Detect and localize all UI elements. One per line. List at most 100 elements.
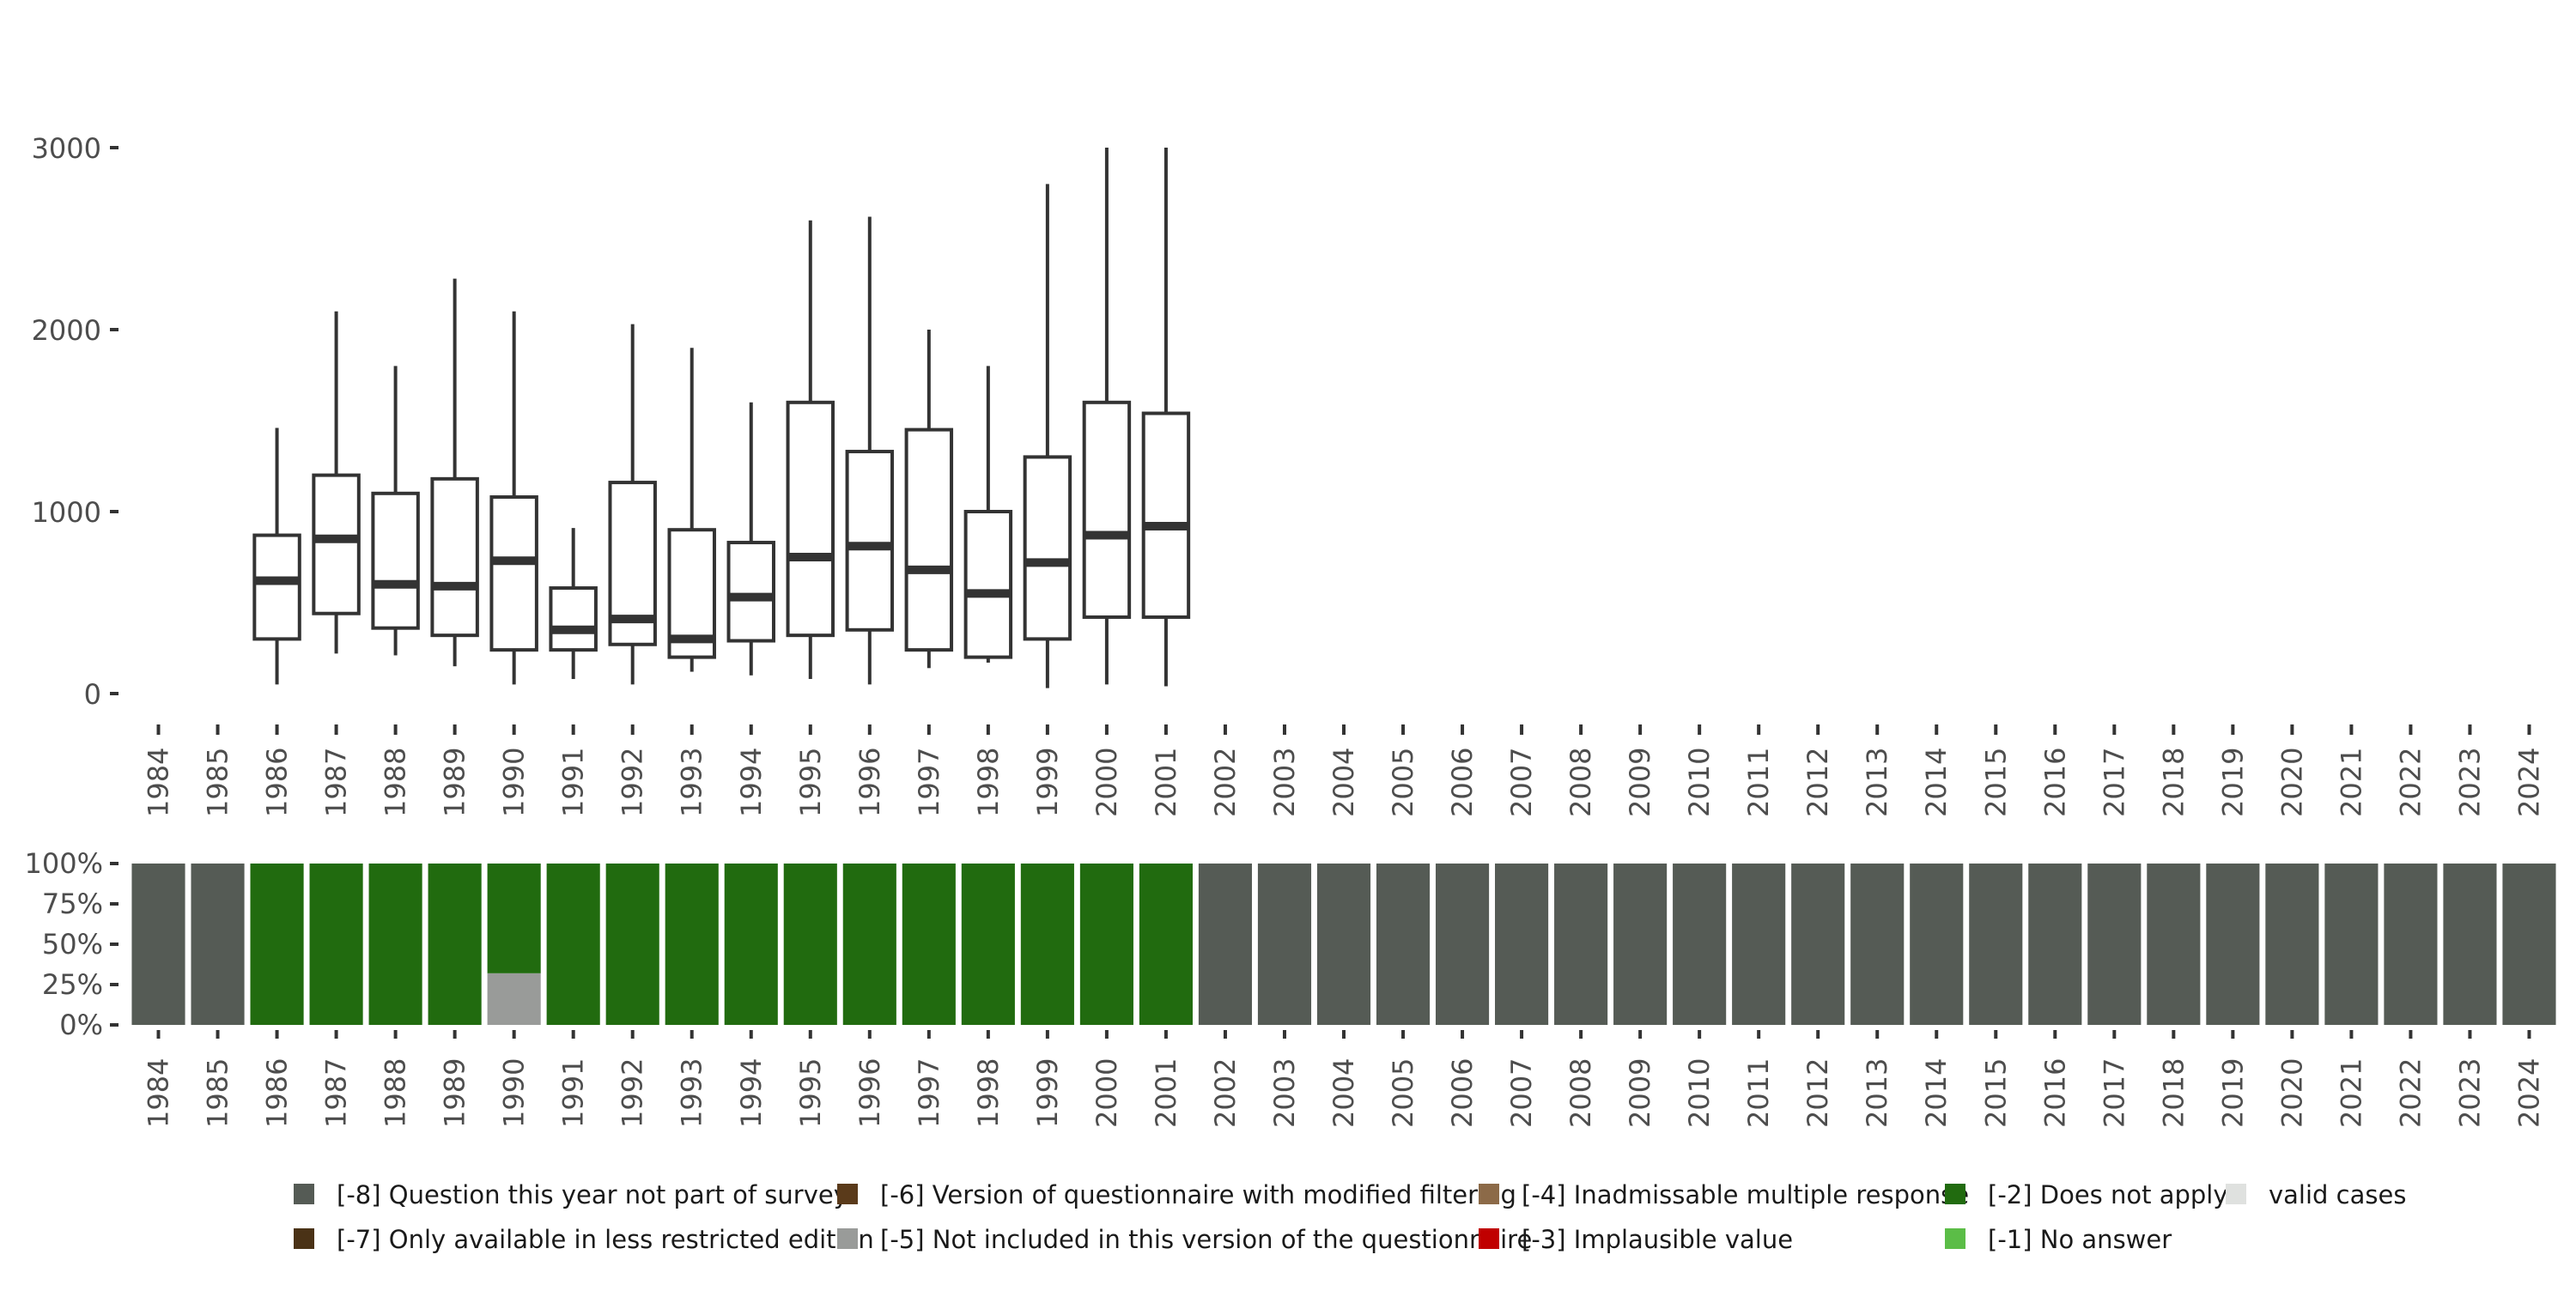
bar-1987 (309, 864, 363, 1025)
bar-segment (428, 864, 482, 1025)
legend-swatch (1945, 1184, 1965, 1204)
x-tick-label: 2010 (1683, 1058, 1716, 1128)
x-tick-label: 1999 (1031, 748, 1064, 817)
bar-1994 (724, 864, 778, 1025)
x-tick-label: 2004 (1327, 1058, 1360, 1128)
bar-segment (1732, 864, 1786, 1025)
bar-2022 (2384, 864, 2438, 1025)
x-tick-label: 1999 (1031, 1058, 1064, 1128)
x-tick-label: 2017 (2098, 748, 2130, 817)
bar-segment (1969, 864, 2023, 1025)
bar-segment (1673, 864, 1727, 1025)
bar-2000 (1079, 864, 1133, 1025)
box-iqr (845, 450, 895, 632)
bar-1995 (783, 864, 837, 1025)
bar-2001 (1139, 864, 1193, 1025)
box-1990 (489, 311, 538, 685)
x-tick-label: 1998 (972, 748, 1005, 817)
x-tick-label: 2001 (1150, 748, 1182, 817)
x-tick-label: 2006 (1446, 1058, 1479, 1128)
x-tick-label: 2009 (1624, 748, 1656, 817)
x-tick-label: 2018 (2157, 748, 2190, 817)
bar-segment (191, 864, 245, 1025)
legend-item: [-1] No answer (1945, 1225, 2172, 1254)
x-tick-label: 2022 (2394, 748, 2427, 817)
x-tick-label: 2005 (1387, 1058, 1419, 1128)
box-iqr (489, 495, 538, 652)
legend-label: [-2] Does not apply (1988, 1180, 2228, 1209)
bar-segment (250, 864, 304, 1025)
bar-segment (487, 864, 541, 973)
legend: [-8] Question this year not part of surv… (294, 1180, 2406, 1254)
bar-segment (1435, 864, 1490, 1025)
x-tick-label: 1987 (320, 748, 353, 817)
x-tick-label: 2012 (1801, 1058, 1834, 1128)
bar-segment (1198, 864, 1253, 1025)
bar-2013 (1850, 864, 1905, 1025)
x-tick-label: 2015 (1979, 1058, 2012, 1128)
bar-segment (2265, 864, 2319, 1025)
x-tick-label: 2008 (1564, 748, 1597, 817)
legend-swatch (294, 1228, 314, 1249)
legend-item: [-2] Does not apply (1945, 1180, 2228, 1209)
bar-segment (902, 864, 956, 1025)
y-tick-label: 50% (42, 928, 103, 961)
bar-2023 (2443, 864, 2497, 1025)
box-iqr (1082, 400, 1132, 619)
x-tick-label: 2019 (2216, 748, 2249, 817)
bar-segment (1316, 864, 1371, 1025)
bar-2011 (1732, 864, 1786, 1025)
box-1992 (608, 324, 657, 685)
box-2000 (1082, 148, 1132, 685)
legend-label: valid cases (2269, 1180, 2406, 1209)
bar-1997 (902, 864, 956, 1025)
box-iqr (726, 541, 775, 643)
legend-label: [-6] Version of questionnaire with modif… (880, 1180, 1516, 1209)
legend-item: [-4] Inadmissable multiple response (1479, 1180, 1969, 1209)
y-tick-label: 75% (42, 888, 103, 920)
legend-swatch (1945, 1228, 1965, 1249)
x-tick-label: 2021 (2335, 1058, 2367, 1128)
bar-1998 (961, 864, 1015, 1025)
legend-label: [-4] Inadmissable multiple response (1522, 1180, 1969, 1209)
box-iqr (549, 586, 598, 652)
x-tick-label: 2014 (1920, 1058, 1953, 1128)
box-iqr (904, 427, 954, 652)
bar-1986 (250, 864, 304, 1025)
box-1987 (312, 311, 361, 654)
bar-2006 (1435, 864, 1490, 1025)
bar-segment (368, 864, 422, 1025)
bar-1990 (487, 864, 541, 1025)
x-tick-label: 2014 (1920, 748, 1953, 817)
bar-2008 (1554, 864, 1608, 1025)
x-tick-label: 2009 (1624, 1058, 1656, 1128)
legend-swatch (1479, 1228, 1499, 1249)
box-1988 (371, 366, 420, 656)
x-tick-label: 1984 (143, 1058, 175, 1128)
box-2001 (1141, 148, 1191, 687)
box-1989 (430, 278, 479, 667)
legend-label: [-8] Question this year not part of surv… (337, 1180, 848, 1209)
legend-swatch (294, 1184, 314, 1204)
x-tick-label: 2016 (2038, 1058, 2071, 1128)
x-tick-label: 1995 (794, 748, 827, 817)
bar-segment (842, 864, 896, 1025)
box-iqr (1023, 455, 1072, 641)
x-tick-label: 2017 (2098, 1058, 2130, 1128)
x-tick-label: 2021 (2335, 748, 2367, 817)
bar-2018 (2147, 864, 2201, 1025)
bar-segment (665, 864, 719, 1025)
boxplot-panel: 0 1000 2000 3000 1984 1985 1986 1987 1988 1989 199… (32, 132, 2546, 817)
x-tick-label: 1985 (202, 748, 234, 817)
box-iqr (430, 476, 479, 638)
x-tick-label: 2004 (1327, 748, 1360, 817)
legend-label: [-1] No answer (1988, 1225, 2172, 1254)
x-tick-label: 2010 (1683, 748, 1716, 817)
x-tick-label: 1996 (854, 1058, 886, 1128)
x-tick-label: 1987 (320, 1058, 353, 1128)
x-tick-label: 1986 (261, 748, 294, 817)
bar-segment (724, 864, 778, 1025)
bar-1985 (191, 864, 245, 1025)
